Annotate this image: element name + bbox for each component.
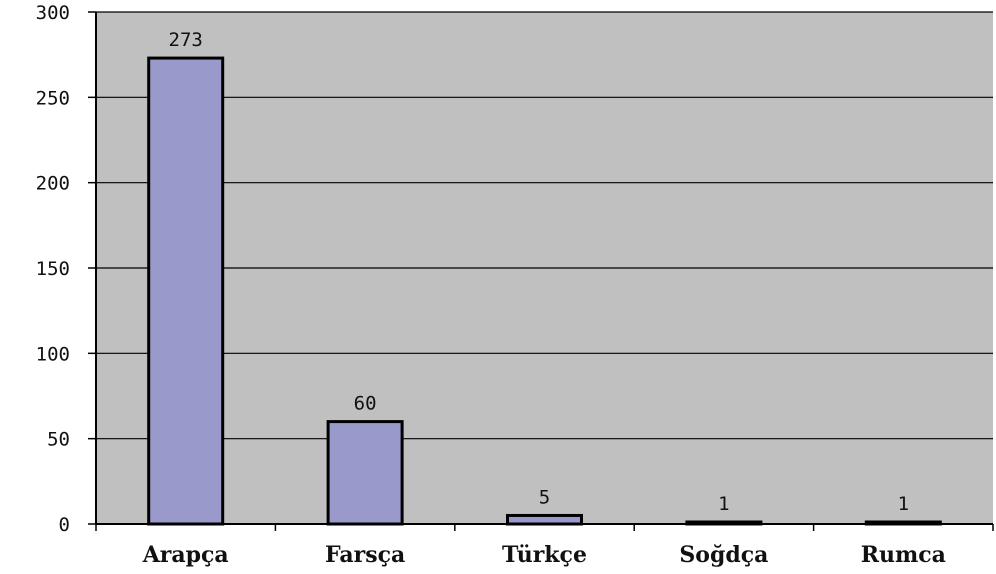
- bar-2: [506, 513, 583, 526]
- bars: [147, 56, 942, 526]
- category-label: Farsça: [325, 542, 405, 568]
- category-label: Türkçe: [502, 542, 587, 568]
- data-label: 5: [539, 486, 550, 508]
- bar-0: [147, 56, 225, 526]
- data-label: 273: [169, 29, 203, 51]
- y-tick-label: 250: [36, 87, 70, 109]
- y-tick-label: 200: [36, 173, 70, 195]
- category-label: Rumca: [861, 542, 946, 568]
- y-tick-label: 100: [36, 343, 70, 365]
- gridlines: [96, 11, 993, 440]
- y-tick-label: 0: [59, 514, 70, 536]
- x-ticks: Arapça Farsça Türkçe Soğdça Rumca: [95, 524, 994, 568]
- data-label: 60: [354, 393, 377, 415]
- y-tick-label: 150: [36, 258, 70, 280]
- y-tick-label: 50: [47, 429, 70, 451]
- y-ticks: 0 50 100 150 200 250 300: [36, 2, 96, 536]
- data-labels: 273 60 5 1 1: [169, 29, 909, 515]
- category-label: Soğdça: [679, 542, 768, 568]
- category-label: Arapça: [142, 542, 229, 568]
- y-tick-label: 300: [36, 2, 70, 24]
- bar-1: [326, 420, 404, 526]
- data-label: 1: [718, 493, 729, 515]
- data-label: 1: [898, 493, 909, 515]
